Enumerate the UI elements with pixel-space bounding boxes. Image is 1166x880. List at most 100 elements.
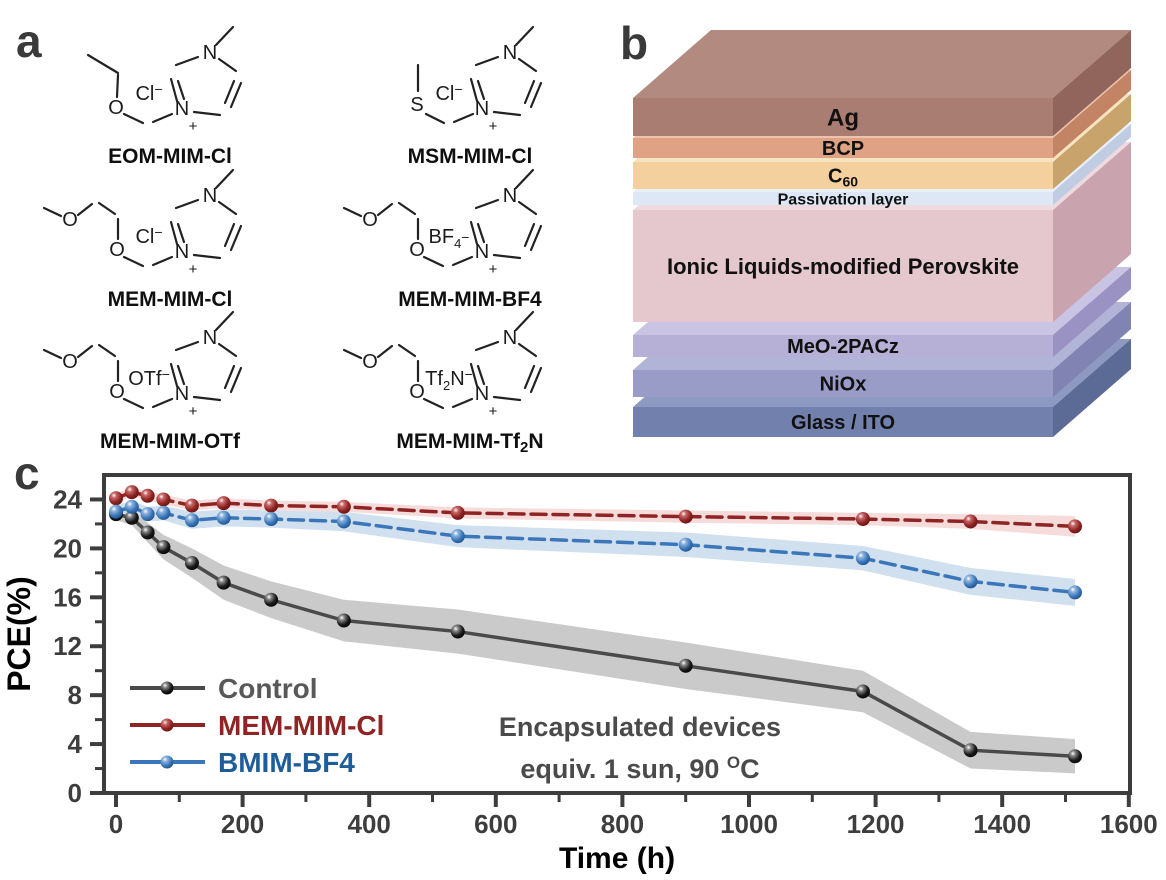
- structure-name: EOM-MIM-Cl: [108, 145, 232, 168]
- bmim-error-band: [116, 500, 1075, 606]
- annotation-line2-post: C: [740, 754, 760, 784]
- stack-layer-side: [1053, 339, 1131, 437]
- stack-layer-front: [633, 192, 1053, 205]
- stack-layer-front: [633, 210, 1053, 322]
- y-tick-label: 0: [68, 778, 82, 808]
- ring: [469, 310, 543, 422]
- x-tick-label: 200: [221, 809, 264, 839]
- x-tick-label: 1000: [720, 809, 778, 839]
- stack-layer-label: Ag: [827, 105, 859, 132]
- bmim-marker: [1067, 585, 1082, 600]
- mem-marker: [264, 498, 279, 513]
- x-tick-label: 800: [601, 809, 644, 839]
- ring: [469, 168, 543, 280]
- ring: [169, 310, 243, 422]
- stack-layer-front: [633, 407, 1053, 437]
- control-marker: [450, 624, 465, 639]
- stack-layer-side: [1053, 267, 1131, 357]
- stack-layer-label-main: Ionic Liquids-modified Perovskite: [667, 254, 1019, 279]
- stack-layer-front: [633, 370, 1053, 397]
- structure-name: MSM-MIM-Cl: [408, 145, 533, 168]
- y-tick-label: 24: [53, 484, 82, 514]
- x-tick-label: 1200: [847, 809, 905, 839]
- x-tick-label: 400: [348, 809, 391, 839]
- bmim-marker: [963, 574, 978, 589]
- stack-layer-side: [1053, 302, 1131, 397]
- panel-a-structures: N N + O S O: [42, 25, 544, 456]
- anion-label: Tf2N−: [425, 366, 473, 393]
- stack-layer-label: Passivation layer: [778, 191, 909, 208]
- stack-layer-front: [633, 98, 1053, 136]
- stack-layer-label: NiOx: [820, 374, 867, 396]
- bmim-marker: [216, 510, 231, 525]
- ring: [169, 168, 243, 280]
- mem-legend-marker: [160, 718, 174, 732]
- stack-layer-side: [1053, 142, 1131, 322]
- stack-layer-label-main: Passivation layer: [778, 191, 909, 208]
- x-tick-label: 1600: [1100, 809, 1158, 839]
- stack-layer-label-main: Glass / ITO: [791, 412, 895, 434]
- mem-marker: [855, 512, 870, 527]
- control-legend-marker: [160, 681, 174, 695]
- stack-layer-top: [633, 30, 1131, 98]
- stack-layer-front: [633, 138, 1053, 158]
- structure-name: MEM-MIM-OTf: [100, 430, 241, 453]
- y-tick-label: 16: [53, 582, 82, 612]
- plot-frame: [102, 473, 1132, 795]
- anion-label: OTf−: [128, 366, 170, 390]
- control-marker: [156, 540, 171, 555]
- mem-marker: [963, 514, 978, 529]
- x-tick-label: 1400: [973, 809, 1031, 839]
- stack-layer-label: MeO-2PACz: [787, 336, 899, 358]
- control-marker: [140, 525, 155, 540]
- mem-legend-label: MEM-MIM-Cl: [218, 710, 384, 741]
- ring: [169, 25, 243, 137]
- mem-error-band: [116, 487, 1075, 537]
- annotation-line2: equiv. 1 sun, 90 OC: [520, 753, 759, 784]
- stack-layer-label-sub: 60: [842, 174, 858, 190]
- anion-label: Cl−: [435, 81, 462, 105]
- stack-layer-side: [1053, 70, 1131, 158]
- panel-label-c: c: [14, 447, 40, 499]
- x-tick-label: 0: [109, 809, 123, 839]
- y-tick-label: 12: [53, 631, 82, 661]
- bmim-legend-label: BMIM-BF4: [218, 747, 355, 778]
- stack-layer-label-main: NiOx: [820, 374, 867, 396]
- control-legend-label: Control: [218, 673, 318, 704]
- stack-layer-label-main: BCP: [822, 138, 864, 160]
- structure-name: MEM-MIM-Cl: [108, 288, 233, 311]
- pce-stability-chart: 0 4 8 12 16 20 24 0 200 400 600 800 1000 1200 1400 1600…: [1, 473, 1158, 875]
- stack-layer-front: [633, 162, 1053, 189]
- control-marker: [963, 743, 978, 758]
- y-tick-label: 4: [68, 729, 83, 759]
- control-marker: [124, 510, 139, 525]
- mem-marker: [336, 499, 351, 514]
- x-axis-title: Time (h): [559, 842, 675, 875]
- annotation-line1: Encapsulated devices: [499, 712, 781, 742]
- structure-mem-mim-tf2n: Tf2N− MEM-MIM-Tf2N: [342, 310, 544, 456]
- annotation-line2-sup: O: [727, 753, 740, 772]
- stack-layer-label-main: MeO-2PACz: [787, 336, 899, 358]
- stack-layer-label: Ionic Liquids-modified Perovskite: [667, 254, 1019, 279]
- bmim-marker: [140, 507, 155, 522]
- y-tick-label: 8: [68, 680, 82, 710]
- structure-name: MEM-MIM-BF4: [398, 288, 542, 311]
- stack-layer-side: [1053, 94, 1131, 189]
- panel-label-b: b: [620, 17, 649, 69]
- y-tick-label: 20: [53, 533, 82, 563]
- anion-label: Cl−: [135, 224, 162, 248]
- stack-layer-label: C60: [828, 166, 858, 190]
- bmim-marker: [156, 505, 171, 520]
- stack-layer-front: [633, 335, 1053, 357]
- annotation-line2-pre: equiv. 1 sun, 90: [520, 754, 727, 784]
- bmim-marker: [124, 499, 139, 514]
- structure-eom-mim-cl: Cl− EOM-MIM-Cl: [86, 25, 243, 168]
- bmim-legend-marker: [160, 755, 174, 769]
- stack-layer-label-main: Ag: [827, 105, 859, 132]
- anion-label: Cl−: [135, 81, 162, 105]
- mem-marker: [184, 498, 199, 513]
- bmim-marker: [678, 537, 693, 552]
- x-tick-label: 600: [474, 809, 517, 839]
- bmim-marker: [336, 514, 351, 529]
